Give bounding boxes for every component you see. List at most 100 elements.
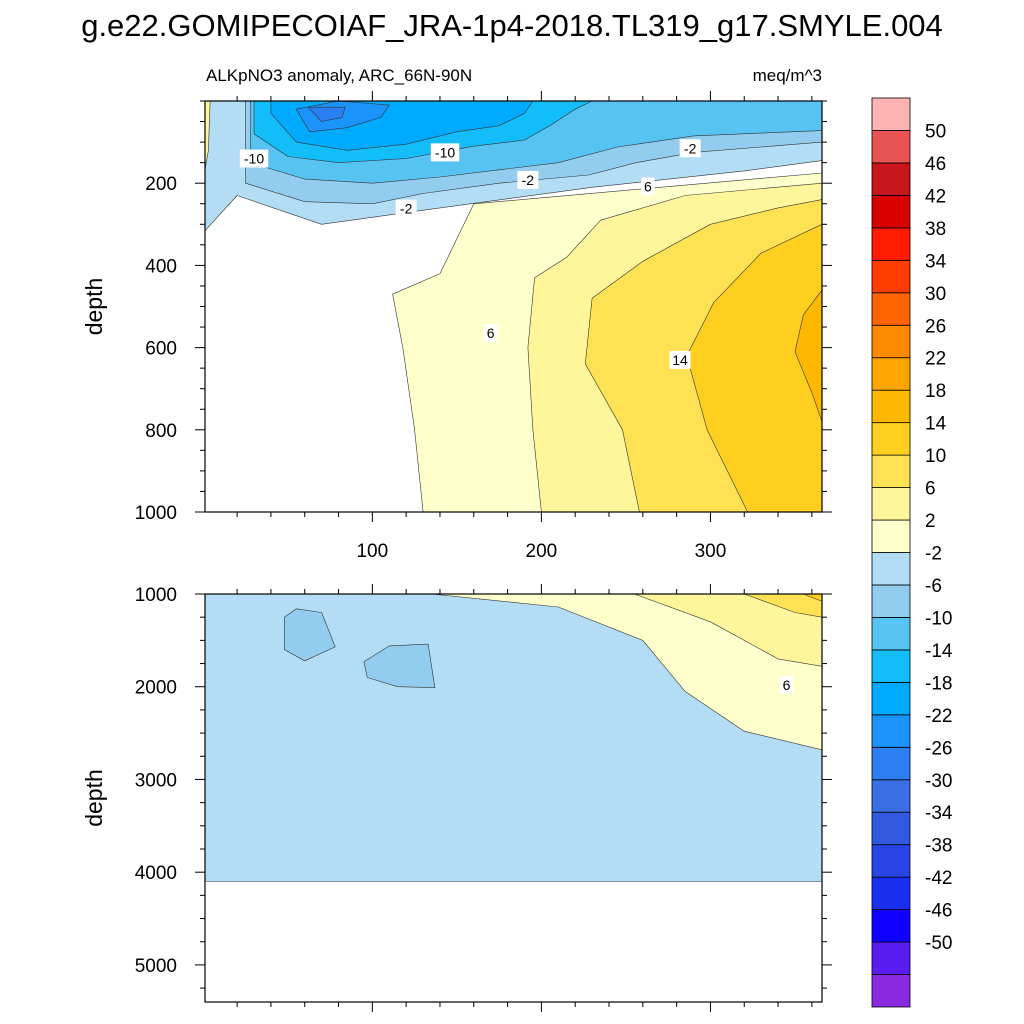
contour-label-box — [679, 139, 701, 158]
colorbar-swatch — [871, 941, 911, 975]
colorbar-label: -14 — [925, 641, 953, 662]
colorbar-label: 34 — [925, 251, 947, 272]
colorbar-label: 10 — [925, 446, 946, 467]
colorbar-label: 30 — [925, 284, 946, 305]
colorbar-swatch — [871, 97, 911, 131]
colorbar-swatch — [871, 357, 911, 391]
colorbar-swatch — [871, 649, 911, 683]
y-axis-label: depth — [81, 769, 107, 827]
colorbar-label: 46 — [925, 154, 946, 175]
plot-frame — [204, 593, 823, 1003]
y-tick-label: 5000 — [135, 956, 177, 977]
contour-region-4 — [803, 594, 822, 602]
colorbar-swatch — [871, 130, 911, 164]
contour-region-4 — [794, 289, 822, 422]
colorbar-label: -22 — [925, 706, 952, 727]
colorbar-label: -50 — [925, 933, 952, 954]
contour-region-12 — [205, 101, 211, 172]
y-tick-label: 800 — [145, 421, 177, 442]
contour-label-box — [669, 350, 691, 369]
contour-label-box — [779, 675, 794, 694]
colorbar-label: -42 — [925, 868, 952, 889]
contour-label: 14 — [672, 352, 688, 368]
contour-region-11 — [307, 106, 346, 122]
contour-region-2 — [634, 594, 822, 667]
contour-label: -2 — [522, 172, 535, 188]
x-tick-label: 200 — [526, 541, 558, 562]
y-tick-label: 4000 — [135, 863, 177, 884]
figure-title: g.e22.GOMIPECOIAF_JRA-1p4-2018.TL319_g17… — [81, 8, 943, 43]
y-tick-label: 600 — [145, 339, 177, 360]
colorbar-label: 14 — [925, 414, 947, 435]
colorbar-swatch — [871, 811, 911, 846]
colorbar-swatch — [871, 746, 911, 781]
colorbar-label: -6 — [925, 576, 942, 597]
contour-label-box — [395, 199, 417, 218]
colorbar-swatch — [871, 487, 911, 521]
contour-region-6 — [363, 643, 436, 689]
colorbar-swatch — [871, 389, 911, 424]
colorbar-label: -30 — [925, 771, 952, 792]
colorbar-label: 42 — [925, 186, 946, 207]
colorbar-label: -2 — [925, 544, 942, 565]
contour-region-1 — [431, 594, 822, 751]
colorbar-label: -46 — [925, 901, 952, 922]
colorbar-label: -26 — [925, 738, 952, 759]
colorbar-swatch — [871, 194, 911, 229]
colorbar-label: 38 — [925, 219, 946, 240]
y-tick-label: 400 — [145, 256, 177, 277]
contour-label: 6 — [487, 325, 495, 341]
contour-region-3 — [743, 594, 822, 618]
y-tick-label: 1000 — [135, 585, 177, 606]
x-tick-label: 100 — [356, 541, 388, 562]
contour-label-box — [483, 324, 498, 343]
contour-label-box — [239, 149, 269, 168]
colorbar-swatch — [871, 584, 911, 618]
contour-region-5 — [284, 608, 336, 662]
colorbar-swatch — [871, 292, 911, 326]
colorbar-label: 50 — [925, 121, 946, 142]
contour-label: -2 — [400, 201, 413, 217]
colorbar-label: -18 — [925, 673, 952, 694]
y-axis-label: depth — [81, 278, 107, 336]
contour-label: 6 — [783, 677, 791, 693]
upper-panel: -10 -10 -2 -2 -2 6 6 14 200 400 600 800 1000 100 200 30… — [81, 91, 832, 562]
colorbar-swatch — [871, 324, 911, 359]
colorbar-label: -10 — [925, 608, 952, 629]
colorbar-swatch — [871, 876, 911, 911]
colorbar-label: 6 — [925, 479, 936, 500]
colorbar-swatch — [871, 259, 911, 294]
panel-subtitle-left: ALKpNO3 anomaly, ARC_66N-90N — [206, 66, 472, 85]
contour-label: 6 — [644, 178, 652, 194]
colorbar-swatch — [871, 422, 911, 456]
colorbar-label: 18 — [925, 381, 946, 402]
y-tick-label: 3000 — [135, 770, 177, 791]
contour-label-box — [517, 170, 539, 189]
contour-label: -2 — [684, 140, 697, 156]
y-tick-label: 2000 — [135, 678, 177, 699]
colorbar-label: -34 — [925, 803, 953, 824]
colorbar-swatch — [871, 519, 911, 553]
colorbar-swatch — [871, 617, 911, 651]
colorbar-swatch — [871, 714, 911, 748]
colorbar-label: 22 — [925, 349, 946, 370]
colorbar-swatch — [871, 454, 911, 488]
colorbar-swatch — [871, 552, 911, 586]
x-tick-label: 300 — [695, 541, 727, 562]
colorbar-swatch — [871, 844, 911, 878]
contour-label: -10 — [435, 144, 455, 160]
colorbar-swatch — [871, 227, 911, 261]
contour-label: -10 — [244, 151, 264, 167]
colorbar-label: -38 — [925, 836, 952, 857]
colorbar-swatch — [871, 681, 911, 716]
y-tick-label: 1000 — [135, 503, 177, 524]
colorbar-swatch — [871, 909, 911, 943]
panel-subtitle-right: meq/m^3 — [753, 66, 822, 85]
colorbar-label: 26 — [925, 316, 946, 337]
colorbar-swatch — [871, 162, 911, 196]
y-tick-label: 200 — [145, 174, 177, 195]
contour-label-box — [430, 143, 460, 162]
colorbar-label: 2 — [925, 511, 936, 532]
colorbar-swatch — [871, 779, 911, 813]
